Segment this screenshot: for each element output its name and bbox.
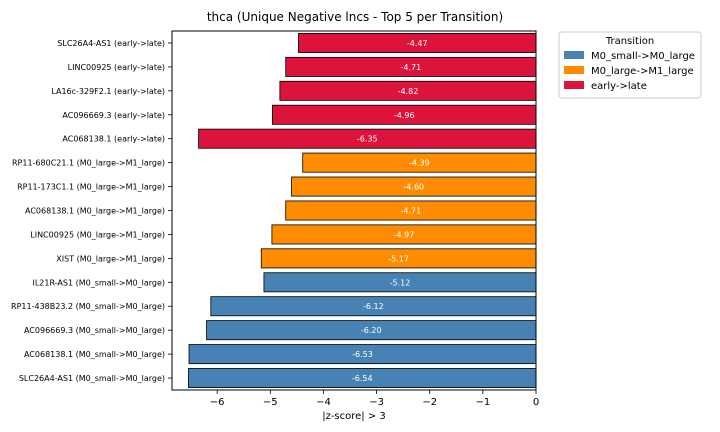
y-tick-label: LINC00925 (early->late) [68, 63, 165, 72]
legend-label: M0_small->M0_large [591, 51, 695, 62]
x-tick-label: −3 [369, 397, 384, 408]
x-tick-label: −1 [475, 397, 490, 408]
y-tick-label: AC068138.1 (M0_large->M1_large) [25, 207, 165, 216]
bar-value-label: -6.53 [352, 350, 373, 359]
x-axis-title: |z-score| > 3 [322, 411, 386, 422]
y-tick-label: IL21R-AS1 (M0_small->M0_large) [32, 278, 165, 287]
bar-value-label: -6.20 [361, 326, 382, 335]
y-tick-label: LA16c-329F2.1 (early->late) [51, 87, 165, 96]
x-tick-label: −2 [422, 397, 437, 408]
y-tick-label: AC096669.3 (M0_small->M0_large) [24, 326, 165, 335]
legend-swatch [564, 81, 584, 89]
x-axis-ticks: −6 −5 −4 −3 −2 −1 0 [210, 390, 539, 408]
bar-value-label: -4.60 [403, 183, 424, 192]
bar-value-label: -4.47 [407, 39, 428, 48]
bar-value-label: -6.12 [363, 302, 384, 311]
y-tick-label: AC096669.3 (early->late) [62, 111, 165, 120]
bar-value-label: -4.96 [394, 111, 415, 120]
bar-value-label: -4.82 [398, 87, 419, 96]
bar-value-label: -4.71 [401, 207, 422, 216]
y-tick-label: XIST (M0_large->M1_large) [56, 254, 165, 263]
legend-title: Transition [605, 36, 654, 47]
x-tick-label: −5 [263, 397, 278, 408]
legend-entries: M0_small->M0_large M0_large->M1_largeearl… [564, 51, 695, 92]
y-tick-label: AC068138.1 (M0_small->M0_large) [24, 350, 165, 359]
bar-value-label: -4.71 [401, 63, 422, 72]
x-tick-label: −6 [210, 397, 225, 408]
bar-value-label: -6.35 [357, 135, 378, 144]
y-tick-label: AC068138.1 (early->late) [62, 135, 165, 144]
bar-value-label: -5.12 [390, 278, 411, 287]
y-tick-label: RP11-438B23.2 (M0_small->M0_large) [11, 302, 165, 311]
legend-label: M0_large->M1_large [591, 66, 694, 77]
plot-frame [171, 30, 537, 391]
y-tick-label: SLC26A4-AS1 (early->late) [57, 39, 165, 48]
legend-label: early->late [591, 81, 647, 92]
bar-value-label: -4.97 [394, 230, 415, 239]
y-tick-label: RP11-173C1.1 (M0_large->M1_large) [17, 183, 165, 192]
bar-value-label: -5.17 [388, 254, 409, 263]
bar-value-label: -4.39 [409, 159, 430, 168]
y-tick-labels: SLC26A4-AS1 (early->late) LINC00925 (earl… [11, 39, 172, 383]
bar-value-label: -6.54 [352, 374, 373, 383]
legend-swatch [564, 51, 584, 59]
chart-title: thca (Unique Negative lncs - Top 5 per T… [207, 10, 503, 24]
y-tick-label: RP11-680C21.1 (M0_large->M1_large) [12, 159, 165, 168]
x-tick-label: 0 [533, 397, 539, 408]
legend-frame [558, 31, 702, 99]
y-tick-label: SLC26A4-AS1 (M0_small->M0_large) [19, 374, 165, 383]
bars-layer: -4.47 -4.71 -4.82 -4.96 -6.35 -4.39 -4.60 -4.71… [188, 32, 537, 389]
legend-swatch [564, 66, 584, 74]
legend: Transition M0_small->M0_large M0_large->M… [558, 31, 702, 99]
x-tick-label: −4 [316, 397, 331, 408]
y-tick-label: LINC00925 (M0_large->M1_large) [30, 230, 165, 239]
